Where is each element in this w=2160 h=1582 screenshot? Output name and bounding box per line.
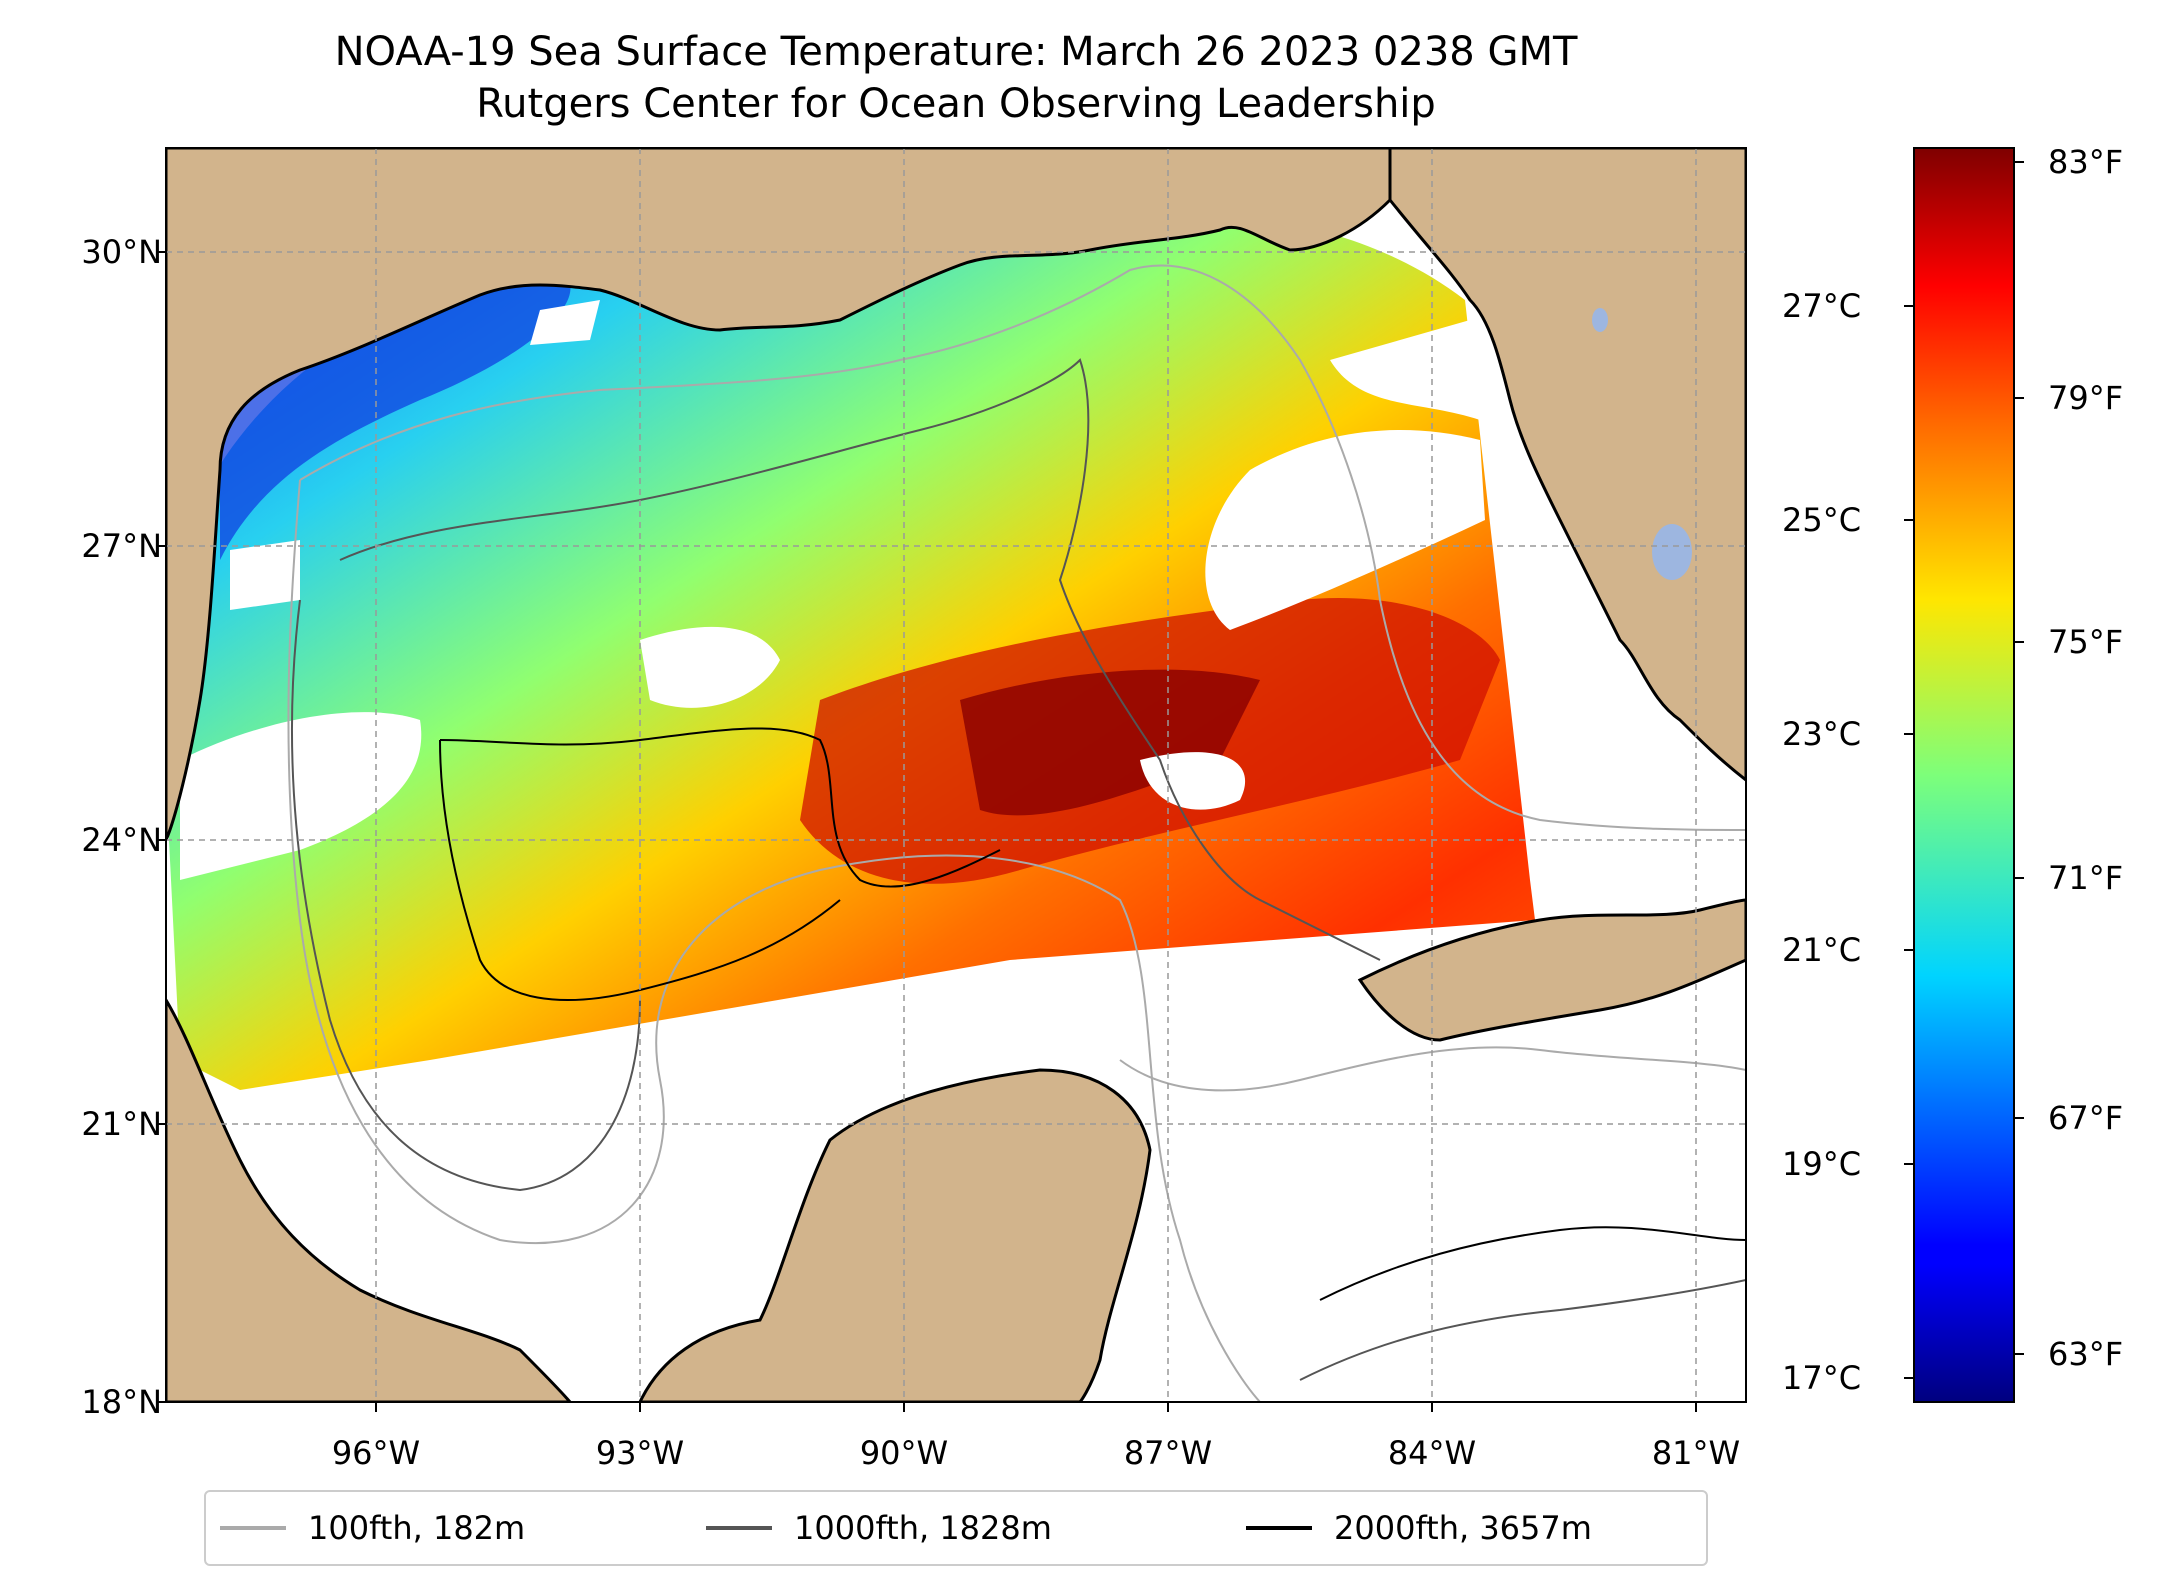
colorbar-f-label: 75°F (2048, 623, 2124, 661)
lon-label: 81°W (1651, 1434, 1741, 1472)
legend: 100fth, 182m 1000fth, 1828m 2000fth, 365… (204, 1490, 1708, 1566)
map-title: NOAA-19 Sea Surface Temperature: March 2… (334, 29, 1578, 75)
colorbar-c-label: 17°C (1782, 1359, 1862, 1397)
colorbar-c-label: 23°C (1782, 715, 1862, 753)
colorbar-f-label: 79°F (2048, 379, 2124, 417)
colorbar-c-label: 21°C (1782, 931, 1862, 969)
legend-swatch (220, 1526, 286, 1530)
lat-label: 21°N (81, 1105, 162, 1143)
land (166, 148, 1746, 1402)
bathymetry-contours (287, 264, 1746, 1402)
axis-ticks (156, 251, 1697, 1412)
colorbar-c-label: 25°C (1782, 501, 1862, 539)
legend-label: 2000fth, 3657m (1334, 1509, 1592, 1547)
colorbar-f-label: 63°F (2048, 1335, 2124, 1373)
colorbar (1913, 147, 2015, 1403)
colorbar-c-label: 19°C (1782, 1145, 1862, 1183)
legend-label: 100fth, 182m (308, 1509, 526, 1547)
hot-core (960, 669, 1260, 816)
colorbar-f-label: 71°F (2048, 859, 2124, 897)
lon-label: 93°W (595, 1434, 685, 1472)
lon-label: 84°W (1387, 1434, 1477, 1472)
gridlines (166, 148, 1746, 1402)
colorbar-ticks (1904, 161, 2024, 1379)
colorbar-f-label: 83°F (2048, 143, 2124, 181)
lon-label: 90°W (859, 1434, 949, 1472)
lon-label: 87°W (1123, 1434, 1213, 1472)
colorbar-f-label: 67°F (2048, 1099, 2124, 1137)
lat-label: 30°N (81, 233, 162, 271)
lat-label: 27°N (81, 527, 162, 565)
colorbar-c-label: 27°C (1782, 287, 1862, 325)
lakes (1592, 308, 1692, 580)
legend-label: 1000fth, 1828m (794, 1509, 1052, 1547)
map-subtitle: Rutgers Center for Ocean Observing Leade… (476, 81, 1436, 127)
legend-swatch (1246, 1526, 1312, 1530)
lat-label: 24°N (81, 821, 162, 859)
lat-label: 18°N (81, 1383, 162, 1421)
lon-label: 96°W (331, 1434, 421, 1472)
legend-swatch (706, 1526, 772, 1530)
map-frame (165, 147, 1747, 1403)
cloud-mask (180, 300, 1485, 880)
sst-swath (168, 206, 1535, 1090)
